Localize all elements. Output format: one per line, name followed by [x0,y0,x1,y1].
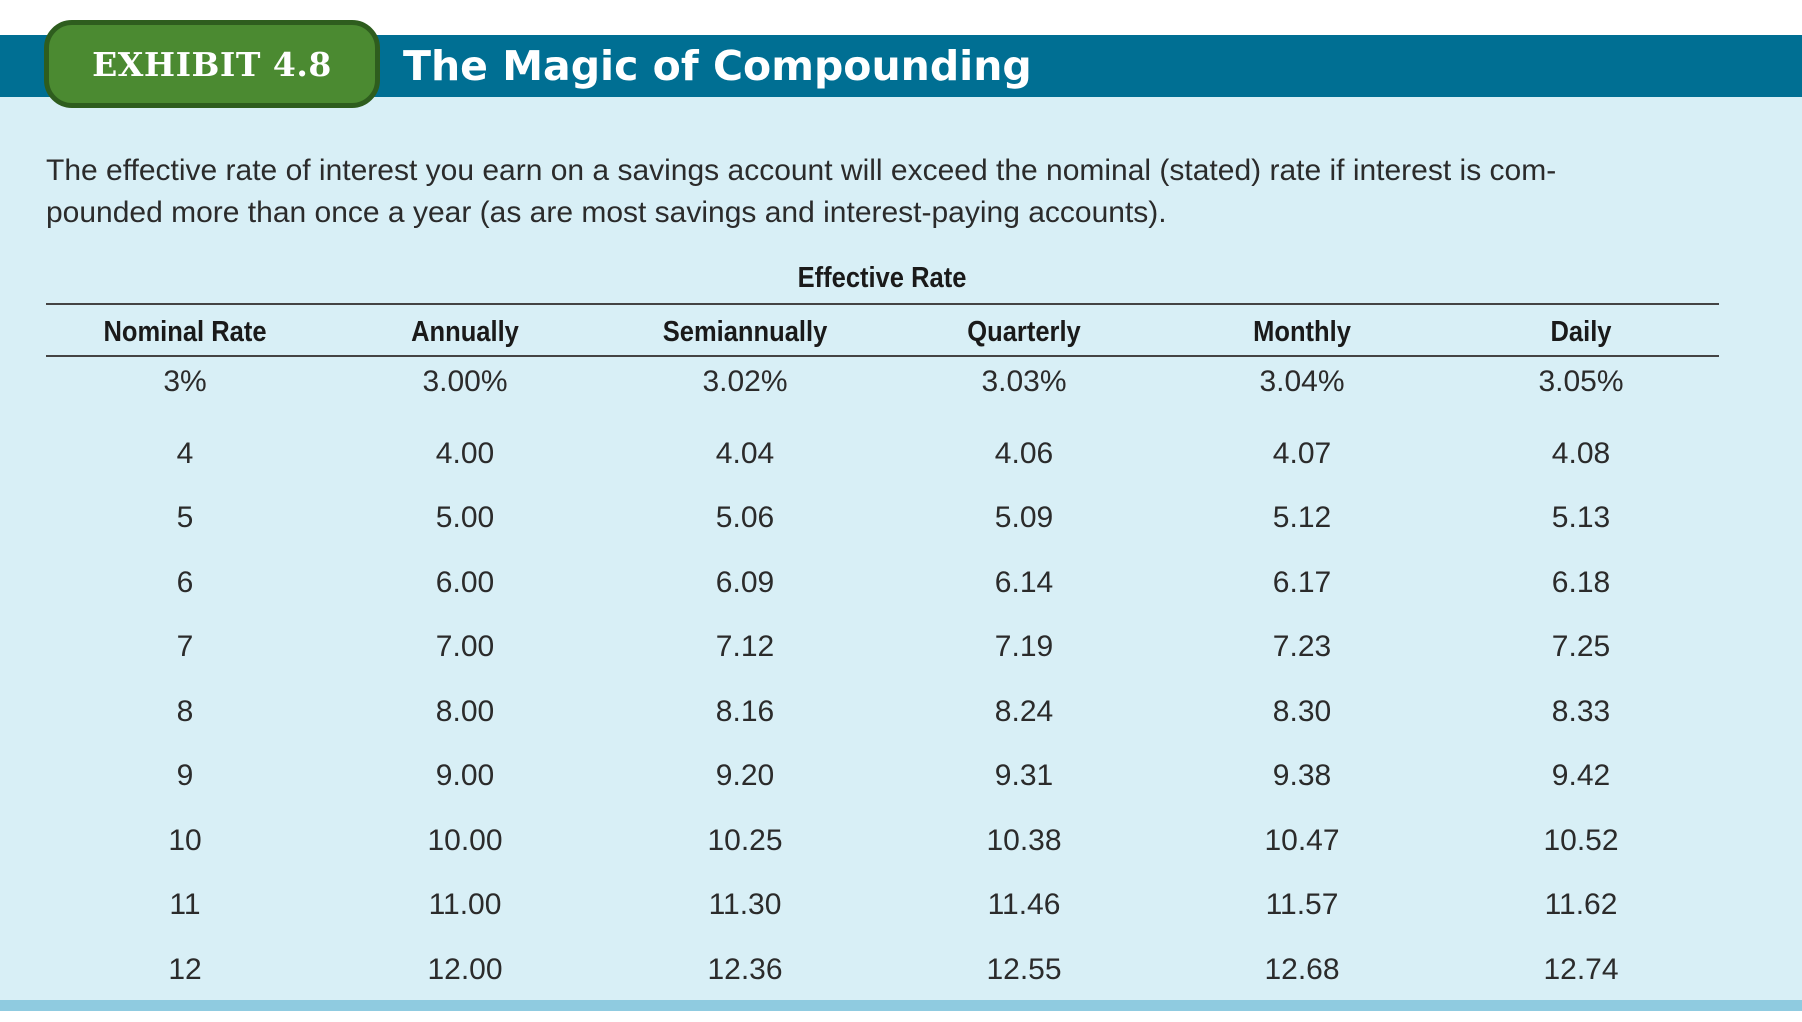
table-cell: 3.05% [1538,365,1624,398]
table-cell: 10.47 [1264,824,1340,857]
table-cell: 8 [176,695,194,728]
effective-rate-group-header: Effective Rate [797,262,967,294]
exhibit-badge: EXHIBIT 4.8 [44,20,380,108]
table-cell: 6.18 [1551,566,1611,599]
table-cell: 8.24 [994,695,1054,728]
exhibit-label: EXHIBIT 4.8 [92,44,332,84]
table-cell: 7 [176,630,194,663]
table-cell: 6.17 [1272,566,1332,599]
table-cell: 9.38 [1272,759,1332,792]
table-cell: 4.07 [1272,437,1332,470]
table-cell: 4 [176,437,194,470]
table-cell: 3.03% [981,365,1067,398]
table-cell: 12 [168,953,202,986]
exhibit-title: The Magic of Compounding [403,42,1032,90]
table-cell: 9.42 [1551,759,1611,792]
table-cell: 3.02% [702,365,788,398]
bottom-rule [0,1000,1802,1011]
table-cell: 7.23 [1272,630,1332,663]
caption-line-1: The effective rate of interest you earn … [46,154,1557,187]
table-cell: 7.19 [994,630,1054,663]
exhibit-panel [0,96,1802,1000]
table-cell: 7.00 [435,630,495,663]
table-cell: 11.00 [428,888,502,921]
table-cell: 5 [176,501,194,534]
table-cell: 12.74 [1543,953,1619,986]
table-cell: 5.06 [715,501,775,534]
table-cell: 11.62 [1544,888,1618,921]
table-cell: 4.00 [435,437,495,470]
table-cell: 6 [176,566,194,599]
col-header-quarterly: Quarterly [967,316,1081,348]
table-cell: 3.04% [1259,365,1345,398]
table-cell: 11.46 [987,888,1061,921]
table-cell: 8.00 [435,695,495,728]
table-header-rule [46,355,1719,357]
table-cell: 10.38 [986,824,1062,857]
table-cell: 9.00 [435,759,495,792]
table-cell: 3.00% [422,365,508,398]
table-cell: 9.20 [715,759,775,792]
table-cell: 11 [169,888,201,921]
table-cell: 10.00 [427,824,503,857]
col-header-daily: Daily [1550,316,1612,348]
table-cell: 12.55 [986,953,1062,986]
table-cell: 8.16 [715,695,775,728]
col-header-semiannually: Semiannually [662,316,828,348]
table-cell: 11.57 [1265,888,1339,921]
table-cell: 7.25 [1551,630,1611,663]
table-cell: 6.09 [715,566,775,599]
table-cell: 9 [176,759,194,792]
table-cell: 7.12 [715,630,775,663]
exhibit-caption: The effective rate of interest you earn … [46,150,1746,234]
table-cell: 5.00 [435,501,495,534]
table-cell: 10.52 [1543,824,1619,857]
table-cell: 10 [168,824,202,857]
table-cell: 6.14 [994,566,1054,599]
table-cell: 4.06 [994,437,1054,470]
table-cell: 4.08 [1551,437,1611,470]
table-cell: 4.04 [715,437,775,470]
table-cell: 12.00 [427,953,503,986]
table-cell: 5.12 [1272,501,1332,534]
table-cell: 11.30 [708,888,782,921]
table-top-rule [46,303,1719,305]
table-cell: 5.13 [1551,501,1611,534]
table-cell: 6.00 [435,566,495,599]
table-cell: 3% [163,365,207,398]
col-header-annually: Annually [411,316,519,348]
col-header-monthly: Monthly [1253,316,1351,348]
caption-line-2: pounded more than once a year (as are mo… [46,196,1167,229]
table-cell: 5.09 [994,501,1054,534]
table-cell: 10.25 [707,824,783,857]
table-cell: 9.31 [994,759,1054,792]
table-cell: 12.36 [707,953,783,986]
table-cell: 12.68 [1264,953,1340,986]
table-cell: 8.30 [1272,695,1332,728]
table-cell: 8.33 [1551,695,1611,728]
col-header-nominal-rate: Nominal Rate [103,316,267,348]
